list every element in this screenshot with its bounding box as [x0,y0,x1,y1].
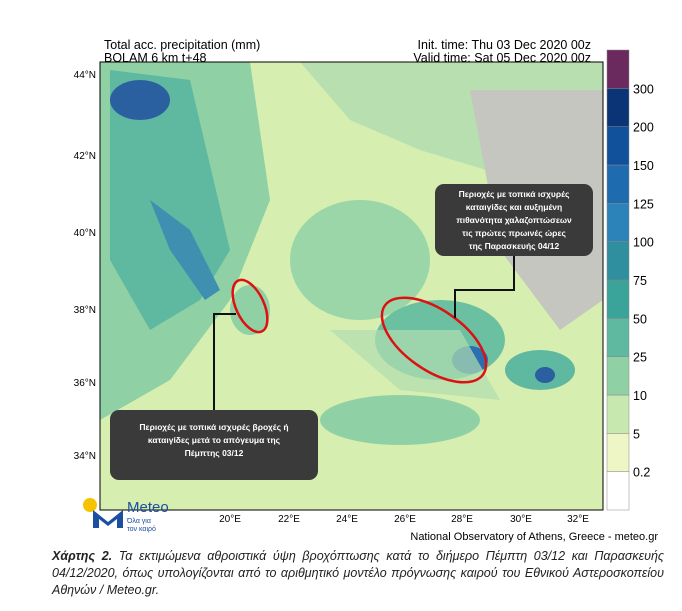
highlight-ellipse [231,278,269,334]
colorbar-swatch [606,356,630,396]
colorbar-label: 10 [633,389,647,403]
arrow [213,313,236,410]
title: BOLAM 6 km t+48 [104,51,207,65]
colorbar-swatch [606,126,630,166]
logo: Meteo Όλα για τον καιρό [83,498,169,533]
caption: Χάρτης 2. Τα εκτιμώμενα αθροιστικά ύψη β… [52,548,664,599]
caption-label: Χάρτης 2. [52,549,113,563]
title: Total acc. precipitation (mm) [104,38,260,52]
caption-text: Τα εκτιμώμενα αθροιστικά ύψη βροχόπτωσης… [52,549,664,597]
map-frame [99,61,604,511]
callout-box [435,184,593,256]
colorbar-swatch [606,394,630,434]
lat-label: 36°N [74,378,96,389]
lat-label: 40°N [74,228,96,239]
logo-tagline: τον καιρό [127,525,156,533]
title: Valid time: Sat 05 Dec 2020 00z [413,51,591,65]
colorbar-swatch [606,88,630,127]
colorbar-label: 100 [633,236,654,250]
lat-label: 44°N [74,70,96,81]
title: Init. time: Thu 03 Dec 2020 00z [418,38,591,52]
colorbar-swatch [606,49,630,89]
colorbar-label: 125 [633,197,654,211]
logo-name: Meteo [127,499,169,516]
colorbar-swatch [606,203,630,242]
callout-text: Περιοχές με τοπικά ισχυρές [459,189,570,199]
highlight-ellipse [380,296,488,384]
colorbar-swatch [606,433,630,472]
lon-label: 28°E [451,514,473,525]
colorbar-label: 300 [633,82,654,96]
lon-label: 26°E [394,514,416,525]
lon-label: 22°E [278,514,300,525]
lon-label: 20°E [219,514,241,525]
lon-label: 24°E [336,514,358,525]
callout-text: καταιγίδες μετά το απόγευμα της [148,435,281,445]
colorbar-label: 200 [633,121,654,135]
colorbar-label: 150 [633,159,654,173]
callout-text: τις πρώτες πρωινές ώρες [462,228,566,238]
colorbar-label: 0.2 [633,466,650,480]
logo-tagline: Όλα για [126,518,151,525]
callout-box [110,410,318,480]
colorbar-label: 75 [633,274,647,288]
lon-label: 32°E [567,514,589,525]
callout-text: πιθανότητα χαλαζοπτώσεων [456,215,572,225]
colorbar-swatch [606,318,630,357]
lat-label: 38°N [74,305,96,316]
colorbar-swatch [606,279,630,319]
colorbar-swatch [606,241,630,281]
callout-text: της Παρασκευής 04/12 [469,241,560,251]
credit: National Observatory of Athens, Greece -… [410,531,658,543]
callout-text: Περιοχές με τοπικά ισχυρές βροχές ή [139,422,288,432]
arrow [454,255,515,318]
callout-text: καταιγίδες και αυξημένη [466,202,562,212]
lat-label: 42°N [74,151,96,162]
colorbar-swatch [606,164,630,204]
lon-label: 30°E [510,514,532,525]
colorbar-label: 5 [633,427,640,441]
colorbar: 0.2 5 10 25 50 75 100 125 150 200 300 [606,49,654,511]
map-figure: 0.2 5 10 25 50 75 100 125 150 200 300 Meteo Όλα γι… [74,38,659,543]
colorbar-swatch [606,471,630,511]
colorbar-label: 25 [633,351,647,365]
callout-text: Πέμπτης 03/12 [185,448,244,458]
lat-label: 34°N [74,451,96,462]
colorbar-label: 50 [633,312,647,326]
